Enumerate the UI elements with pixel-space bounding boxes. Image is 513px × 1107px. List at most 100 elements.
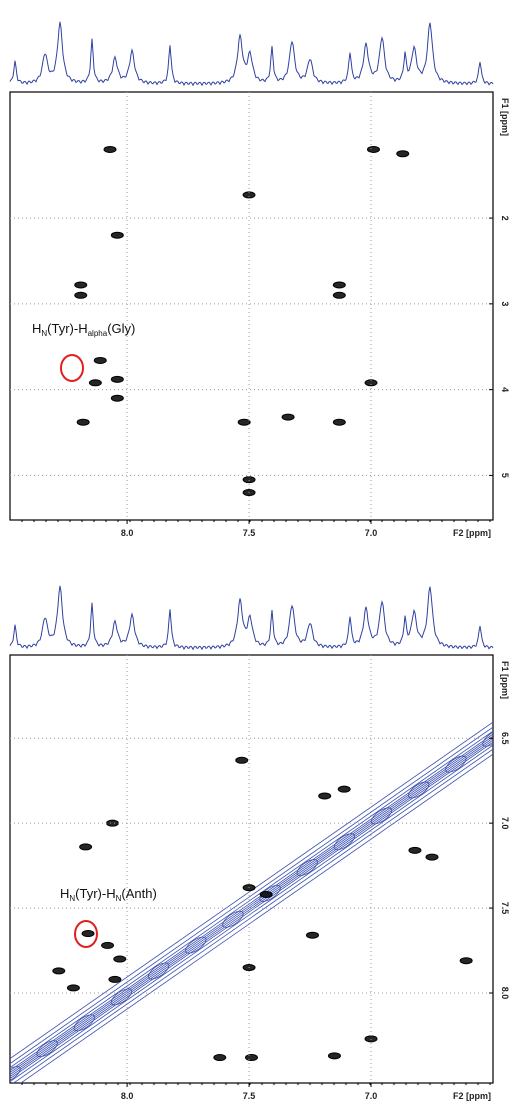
x-tick-label: 8.0 bbox=[121, 1091, 134, 1101]
x-tick-label: 7.0 bbox=[365, 528, 378, 538]
annotation-part: (Tyr)-H bbox=[47, 321, 87, 336]
diagonal-contour bbox=[10, 730, 493, 1069]
diagonal-contour bbox=[408, 781, 430, 799]
cross-peak bbox=[408, 846, 422, 854]
cross-peak bbox=[242, 191, 256, 199]
x-axis-label: F2 [ppm] bbox=[453, 1091, 491, 1101]
cross-peak bbox=[237, 418, 251, 426]
plot-frame bbox=[9, 91, 494, 521]
cross-peak bbox=[213, 1054, 227, 1062]
x-tick-label: 7.5 bbox=[243, 528, 256, 538]
highlight-circle bbox=[60, 354, 84, 382]
cross-peak bbox=[81, 930, 95, 938]
y-tick-label: 5 bbox=[500, 473, 510, 478]
y-tick-label: 8.0 bbox=[500, 987, 510, 1000]
cross-peak bbox=[101, 941, 115, 949]
diagonal-contour bbox=[482, 729, 493, 747]
cross-peak bbox=[105, 819, 119, 827]
cross-peak bbox=[366, 145, 380, 153]
diagonal-contour bbox=[20, 753, 493, 1083]
cross-peak bbox=[93, 356, 107, 364]
diagonal-contour bbox=[147, 962, 170, 980]
cross-peak bbox=[74, 281, 88, 289]
annotation-part: N bbox=[116, 894, 122, 903]
annotation-part: N bbox=[69, 894, 75, 903]
annotation-part: (Anth) bbox=[121, 886, 156, 901]
highlight-circle bbox=[74, 920, 98, 948]
cross-peak bbox=[74, 291, 88, 299]
cross-peak bbox=[113, 955, 127, 963]
cross-peak bbox=[110, 394, 124, 402]
cross-peak bbox=[242, 476, 256, 484]
annotation-part: H bbox=[32, 321, 41, 336]
diagonal-contour bbox=[222, 910, 244, 928]
diagonal-contour bbox=[296, 859, 318, 876]
cross-peak bbox=[108, 975, 122, 983]
annotation-part: N bbox=[41, 329, 47, 338]
plot-frame bbox=[9, 654, 494, 1084]
annotation: HN(Tyr)-Halpha(Gly) bbox=[32, 321, 135, 338]
diagonal-contour bbox=[13, 748, 493, 1083]
diagonal-contour bbox=[259, 885, 281, 902]
annotation-part: alpha bbox=[88, 329, 108, 338]
y-tick-label: 7.5 bbox=[500, 902, 510, 915]
cross-peak bbox=[332, 418, 346, 426]
cross-peak bbox=[103, 145, 117, 153]
y-tick-label: 3 bbox=[500, 301, 510, 306]
cross-peak bbox=[337, 785, 351, 793]
diagonal-contour bbox=[10, 735, 493, 1074]
diagonal-contour bbox=[10, 737, 493, 1076]
x-axis-label: F2 [ppm] bbox=[453, 528, 491, 538]
diagonal-contour bbox=[36, 1040, 58, 1058]
diagonal-contour bbox=[10, 726, 493, 1065]
x-tick-label: 7.5 bbox=[243, 1091, 256, 1101]
cross-peak bbox=[425, 853, 439, 861]
y-tick-label: 2 bbox=[500, 216, 510, 221]
cross-peak bbox=[79, 843, 93, 851]
cross-peak bbox=[235, 756, 249, 764]
cross-peak bbox=[332, 281, 346, 289]
diagonal-contour bbox=[10, 733, 493, 1072]
cross-peak bbox=[318, 792, 332, 800]
diagonal-contour bbox=[10, 744, 493, 1083]
cross-peak bbox=[364, 379, 378, 387]
cross-peak bbox=[332, 291, 346, 299]
diagonal-contour bbox=[73, 1014, 95, 1032]
annotation-part: (Tyr)-H bbox=[75, 886, 115, 901]
cross-peak bbox=[88, 379, 102, 387]
cross-peak bbox=[66, 984, 80, 992]
cross-peak bbox=[52, 967, 66, 975]
cross-peak bbox=[459, 957, 473, 965]
diagonal-contour bbox=[333, 833, 356, 851]
annotation: HN(Tyr)-HN(Anth) bbox=[60, 886, 157, 903]
x-tick-label: 8.0 bbox=[121, 528, 134, 538]
plot-area bbox=[10, 721, 493, 1083]
cross-peak bbox=[259, 890, 273, 898]
projection-trace bbox=[9, 585, 494, 651]
cross-peak bbox=[305, 931, 319, 939]
annotation-part: (Gly) bbox=[107, 321, 135, 336]
cross-peak bbox=[281, 413, 295, 421]
plot-area bbox=[74, 145, 410, 497]
y-tick-label: 7.0 bbox=[500, 817, 510, 830]
x-tick-label: 7.0 bbox=[365, 1091, 378, 1101]
annotation-part: H bbox=[60, 886, 69, 901]
diagonal-contour bbox=[185, 936, 207, 954]
y-tick-label: 4 bbox=[500, 387, 510, 392]
cross-peak bbox=[396, 150, 410, 158]
cross-peak bbox=[245, 1054, 258, 1062]
cross-peak bbox=[110, 375, 124, 383]
y-axis-label: F1 [ppm] bbox=[500, 98, 510, 136]
diagonal-contour bbox=[445, 755, 467, 773]
diagonal-contour bbox=[370, 807, 393, 825]
y-axis-label: F1 [ppm] bbox=[500, 661, 510, 699]
projection-trace bbox=[9, 21, 494, 87]
cross-peak bbox=[110, 231, 124, 239]
diagonal-contour bbox=[10, 1066, 21, 1083]
y-tick-label: 6.5 bbox=[500, 732, 510, 745]
diagonal-contour bbox=[10, 741, 493, 1080]
diagonal-contour bbox=[10, 739, 493, 1078]
cross-peak bbox=[76, 418, 90, 426]
cross-peak bbox=[364, 1035, 378, 1043]
